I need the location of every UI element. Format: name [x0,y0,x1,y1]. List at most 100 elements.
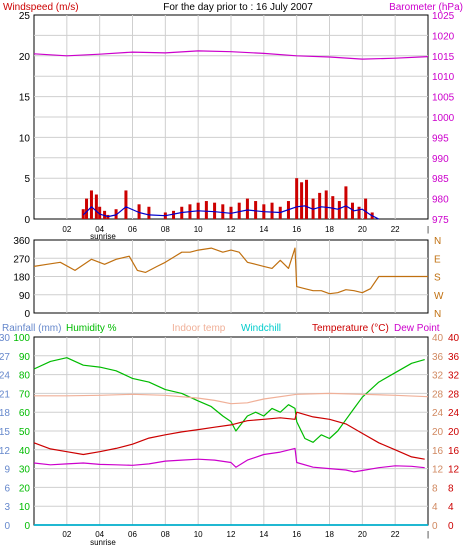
windspeed-bar [137,204,141,219]
windspeed-bar [124,190,128,219]
windspeed-tick-label: 20 [19,52,31,63]
temp-tick-label-outer: 8 [448,483,454,494]
barometer-line [33,50,429,60]
rainfall-tick-label: 9 [4,465,10,476]
temp-tick-label-outer: 16 [448,446,460,457]
direction-tick-label: 180 [13,273,30,284]
header-barometer-label: Barometer (hPa) [389,2,463,13]
windspeed-bar [147,206,151,219]
humidity-tick-label: 20 [19,483,31,494]
temp-tick-label-inner: 8 [432,483,438,494]
barometer-tick-label: 985 [432,174,449,185]
x-tick-label: 10 [194,530,203,539]
rainfall-tick-label: 18 [0,408,10,419]
dew_point-line [33,447,425,473]
temp-tick-label-inner: 36 [432,352,444,363]
x-tick-label: 08 [161,530,170,539]
x-tick-label: 04 [95,225,104,234]
windspeed-bar [89,190,93,219]
windspeed-bar [324,190,328,219]
windspeed-bar [103,210,107,219]
windspeed-bar [213,202,217,219]
humidity-tick-label: 30 [19,465,31,476]
temp-tick-label-outer: 40 [448,333,460,344]
windspeed-bar [344,186,348,219]
windspeed-bar [318,192,322,219]
legend-humidity: Humidity % [66,323,117,334]
x-tick-label: 14 [259,530,268,539]
x-tick-label: 22 [391,225,400,234]
windspeed-bar [221,204,225,219]
windspeed-tick-label: 10 [19,133,31,144]
windspeed-bar [331,196,335,219]
x-tick-label: 22 [391,530,400,539]
windspeed-bar [204,201,208,219]
x-tick-label: 16 [292,225,301,234]
x-tick-label: 20 [358,225,367,234]
x-tick-label: | [427,530,429,539]
temp-tick-label-outer: 20 [448,427,460,438]
windspeed-bar [364,198,368,219]
sunrise-label: sunrise [90,538,116,547]
direction-tick-label: 0 [24,309,30,320]
windspeed-bar [350,202,354,219]
windspeed-bar [300,182,304,219]
x-tick-label: 20 [358,530,367,539]
rainfall-tick-label: 0 [4,521,10,532]
humidity-line [33,357,425,443]
barometer-tick-label: 1020 [432,31,455,42]
windspeed-bar [337,201,341,219]
windspeed-bar [245,198,249,219]
header-title: For the day prior to : 16 July 2007 [163,2,313,13]
rainfall-tick-label: 27 [0,352,10,363]
x-tick-label: 18 [325,530,334,539]
temp-tick-label-inner: 16 [432,446,444,457]
compass-tick-label: N [434,309,441,320]
temp-tick-label-outer: 28 [448,389,460,400]
temp-tick-label-outer: 0 [448,521,454,532]
direction-tick-label: 90 [19,291,31,302]
windspeed-bar [114,209,118,219]
legend-indoor-temp: Indoor temp [172,323,226,334]
temperature-line [33,411,425,460]
rainfall-tick-label: 12 [0,446,10,457]
compass-tick-label: W [434,291,444,302]
temp-tick-label-inner: 12 [432,465,444,476]
windspeed-tick-label: 15 [19,93,31,104]
temp-tick-label-inner: 24 [432,408,444,419]
barometer-tick-label: 995 [432,133,449,144]
windspeed-bar [85,198,89,219]
x-tick-label: 08 [161,225,170,234]
temp-tick-label-outer: 4 [448,502,454,513]
rainfall-tick-label: 30 [0,333,10,344]
temp-tick-label-inner: 4 [432,502,438,513]
temp-tick-label-inner: 0 [432,521,438,532]
windspeed-bar [81,209,85,219]
windspeed-tick-label: 5 [24,174,30,185]
rainfall-tick-label: 24 [0,371,10,382]
barometer-tick-label: 990 [432,154,449,165]
direction-tick-label: 270 [13,254,30,265]
x-tick-label: 12 [227,225,236,234]
humidity-tick-label: 90 [19,352,31,363]
windspeed-bar [295,178,299,219]
direction-tick-label: 360 [13,236,30,247]
windspeed-bar [94,194,98,219]
x-tick-label: 12 [227,530,236,539]
temp-tick-label-inner: 28 [432,389,444,400]
x-tick-label: 04 [95,530,104,539]
windspeed_avg-line [82,205,380,220]
rainfall-tick-label: 6 [4,483,10,494]
windspeed-bar [305,179,309,219]
humidity-tick-label: 70 [19,389,31,400]
humidity-tick-label: 10 [19,502,31,513]
humidity-tick-label: 0 [24,521,30,532]
rainfall-tick-label: 15 [0,427,10,438]
x-tick-label: | [427,225,429,234]
windspeed-tick-label: 0 [24,215,30,226]
legend-dew-point: Dew Point [394,323,440,334]
temp-tick-label-inner: 32 [432,371,444,382]
barometer-tick-label: 1015 [432,52,455,63]
windspeed-bar [254,201,258,219]
